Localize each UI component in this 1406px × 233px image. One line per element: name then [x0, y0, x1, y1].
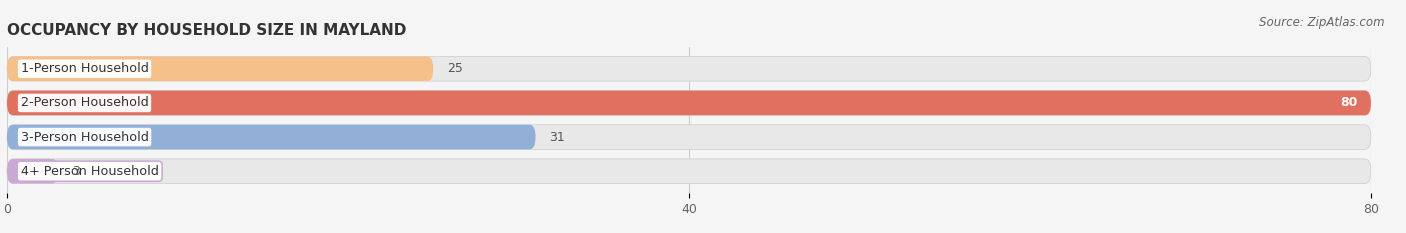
FancyBboxPatch shape	[7, 91, 1371, 115]
Text: 2-Person Household: 2-Person Household	[21, 96, 149, 110]
Text: 4+ Person Household: 4+ Person Household	[21, 165, 159, 178]
FancyBboxPatch shape	[7, 56, 1371, 81]
Text: 31: 31	[550, 130, 565, 144]
Text: 25: 25	[447, 62, 463, 75]
FancyBboxPatch shape	[7, 125, 1371, 149]
Text: 80: 80	[1340, 96, 1357, 110]
Text: Source: ZipAtlas.com: Source: ZipAtlas.com	[1260, 16, 1385, 29]
Text: 1-Person Household: 1-Person Household	[21, 62, 149, 75]
Text: 3: 3	[72, 165, 80, 178]
Text: OCCUPANCY BY HOUSEHOLD SIZE IN MAYLAND: OCCUPANCY BY HOUSEHOLD SIZE IN MAYLAND	[7, 24, 406, 38]
FancyBboxPatch shape	[7, 56, 433, 81]
Text: 3-Person Household: 3-Person Household	[21, 130, 149, 144]
FancyBboxPatch shape	[7, 125, 536, 149]
FancyBboxPatch shape	[7, 159, 58, 184]
FancyBboxPatch shape	[7, 159, 1371, 184]
FancyBboxPatch shape	[7, 91, 1371, 115]
